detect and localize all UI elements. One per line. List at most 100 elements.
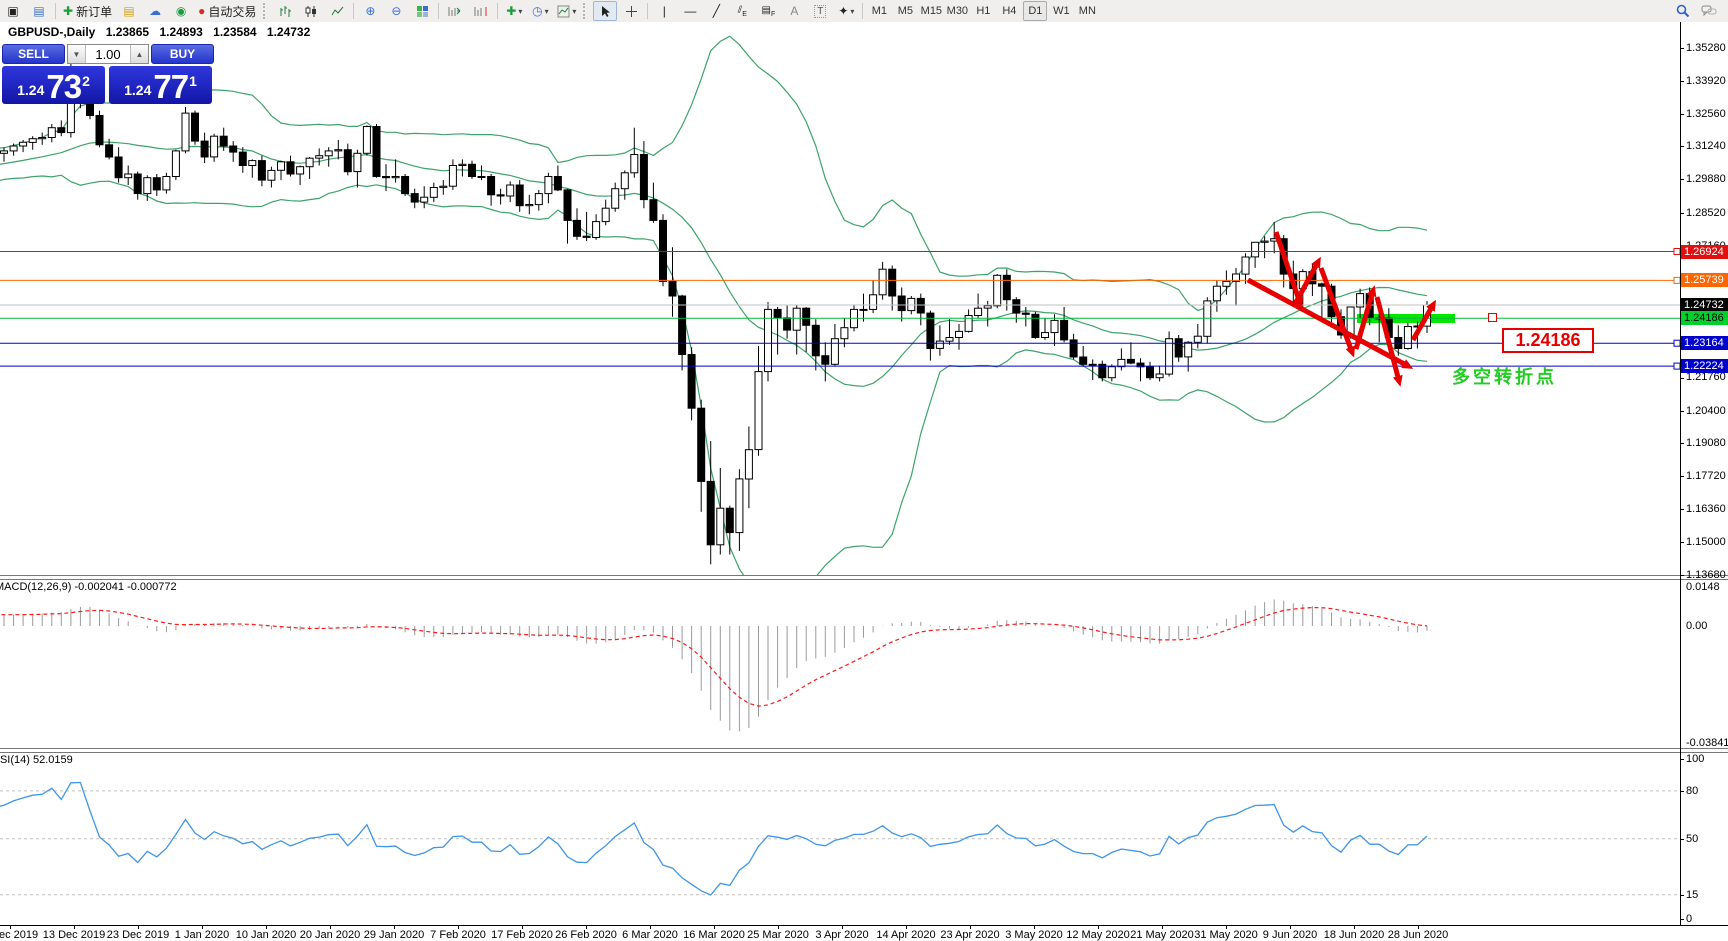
price-tick-mark <box>1680 47 1684 49</box>
date-tick-mark <box>1162 925 1163 929</box>
timeframe-button-h4[interactable]: H4 <box>1002 5 1017 17</box>
rsi-tick-mark <box>1680 790 1684 792</box>
rsi-panel[interactable] <box>0 781 1680 896</box>
macd-histogram <box>3 599 1428 732</box>
templates-button[interactable]: ▾ <box>554 1 579 21</box>
timeframe-button-w1[interactable]: W1 <box>1053 5 1070 17</box>
horizontal-line-tool[interactable]: — <box>678 1 702 21</box>
buy-price-prefix: 1.24 <box>124 82 152 98</box>
volume-input[interactable]: 1.00 <box>95 46 121 62</box>
tile-windows-icon <box>416 5 428 17</box>
volume-increase-button[interactable]: ▲ <box>130 45 148 63</box>
macd-signal-line <box>0 606 1428 707</box>
auto-scroll-button[interactable] <box>443 1 467 21</box>
timeframe-button-h1[interactable]: H1 <box>976 5 991 17</box>
candle-chart-button[interactable] <box>299 1 323 21</box>
fibonacci-tool[interactable]: ▤F <box>756 1 780 21</box>
chart-canvas[interactable] <box>0 22 1728 941</box>
date-tick-label: 9 Jun 2020 <box>1262 929 1318 941</box>
buy-button[interactable]: BUY <box>151 44 214 64</box>
rsi-tick-mark <box>1680 759 1684 760</box>
price-tick-label: 1.16360 <box>1686 503 1726 516</box>
templates-icon <box>557 5 570 17</box>
macd-panel-splitter[interactable] <box>0 575 1728 580</box>
cursor-tool-button[interactable] <box>593 1 618 21</box>
date-tick-mark <box>1226 925 1227 929</box>
timeframe-button-m5[interactable]: M5 <box>897 5 913 17</box>
bar-chart-button[interactable] <box>273 1 297 21</box>
price-tick-mark <box>1680 80 1684 82</box>
price-line-handle[interactable] <box>1488 313 1497 322</box>
level-line-handle[interactable] <box>1673 362 1680 370</box>
crosshair-tool-button[interactable] <box>619 1 643 21</box>
macd-panel[interactable] <box>0 599 1428 732</box>
main-price-panel[interactable] <box>0 35 1680 588</box>
community-button[interactable]: ☁ <box>143 1 167 21</box>
level-line-handle[interactable] <box>1673 339 1680 347</box>
sell-price-prefix: 1.24 <box>17 82 45 98</box>
date-tick-mark <box>266 925 267 929</box>
date-tick-mark <box>970 925 971 929</box>
timeframe-button-m1[interactable]: M1 <box>871 5 887 17</box>
indicators-button[interactable]: ✚ ▾ <box>502 1 526 21</box>
date-tick-mark <box>906 925 907 929</box>
tile-windows-button[interactable] <box>410 1 434 21</box>
autotrading-button[interactable]: ● 自动交易 <box>195 1 259 21</box>
community-chat-button[interactable] <box>1697 1 1721 21</box>
line-chart-button[interactable] <box>325 1 349 21</box>
periods-button[interactable]: ◷ ▾ <box>528 1 552 21</box>
chart-area[interactable]: GBPUSD-,Daily 1.23865 1.24893 1.23584 1.… <box>0 22 1728 941</box>
rsi-label: RSI(14) 52.0159 <box>0 754 73 766</box>
sell-price-panel[interactable]: 1.24 73 2 <box>2 66 105 104</box>
trendline-tool[interactable]: ╱ <box>704 1 728 21</box>
timeframe-button-d1[interactable]: D1 <box>1023 1 1048 21</box>
zoom-out-button[interactable]: ⊖ <box>384 1 408 21</box>
timeframe-toolbar: M1 M5 M15 M30 H1 H4 D1 W1 MN <box>866 1 1100 21</box>
toolbar-right-group <box>1670 1 1722 21</box>
timeframe-button-m30[interactable]: M30 <box>946 5 969 17</box>
trend-arrows-annotation[interactable] <box>1246 231 1436 387</box>
date-tick-mark <box>74 925 75 929</box>
chart-window-button[interactable]: ▣ <box>1 1 25 21</box>
toolbar-grip[interactable] <box>583 3 589 19</box>
toolbar-separator <box>438 3 440 19</box>
date-tick-label: 23 Dec 2019 <box>106 929 170 941</box>
new-order-button[interactable]: ✚ 新订单 <box>60 1 115 21</box>
text-label-tool[interactable]: T <box>808 1 832 21</box>
volume-decrease-button[interactable]: ▼ <box>68 45 86 63</box>
vertical-line-tool[interactable]: | <box>652 1 676 21</box>
date-tick-mark <box>330 925 331 929</box>
date-tick-label: 6 Mar 2020 <box>622 929 678 941</box>
channel-tool[interactable]: ⫽E <box>730 1 754 21</box>
shapes-tool[interactable]: ✦ ▾ <box>834 1 858 21</box>
rsi-panel-splitter[interactable] <box>0 748 1728 753</box>
autotrading-icon: ● <box>198 4 206 18</box>
date-tick-mark <box>522 925 523 929</box>
price-annotation-box[interactable]: 1.24186 <box>1502 328 1594 353</box>
toolbar-grip[interactable] <box>263 3 269 19</box>
turning-point-label[interactable]: 多空转折点 <box>1452 367 1557 387</box>
date-tick-label: 4 Dec 2019 <box>0 929 39 941</box>
caret-down-icon: ▾ <box>518 6 523 16</box>
buy-price-panel[interactable]: 1.24 77 1 <box>109 66 212 104</box>
chart-shift-button[interactable] <box>469 1 493 21</box>
caret-up-icon: ▲ <box>135 49 144 59</box>
sell-button[interactable]: SELL <box>2 44 65 64</box>
text-tool[interactable]: A <box>782 1 806 21</box>
new-order-label: 新订单 <box>76 4 113 19</box>
timeframe-button-m15[interactable]: M15 <box>920 5 943 17</box>
rsi-tick-mark <box>1680 838 1684 840</box>
price-tick-label: 1.13680 <box>1686 568 1726 581</box>
level-line-handle[interactable] <box>1673 276 1680 284</box>
signals-button[interactable]: ◉ <box>169 1 193 21</box>
market-watch-button[interactable]: ▤ <box>117 1 141 21</box>
level-line-handle[interactable] <box>1673 248 1680 255</box>
price-tick-mark <box>1680 114 1684 115</box>
search-button[interactable] <box>1671 1 1695 21</box>
print-preview-button[interactable]: ▤ <box>27 1 51 21</box>
zoom-in-button[interactable]: ⊕ <box>358 1 382 21</box>
chat-bubbles-icon <box>1701 5 1717 17</box>
caret-down-icon: ▾ <box>544 6 549 16</box>
timeframe-button-mn[interactable]: MN <box>1078 5 1096 17</box>
